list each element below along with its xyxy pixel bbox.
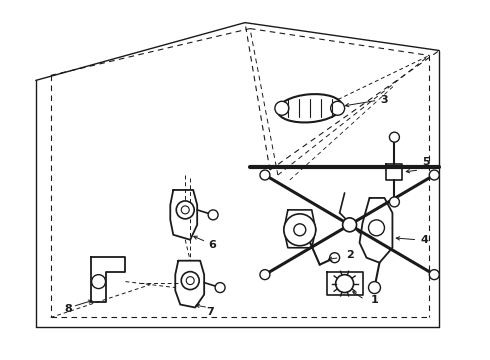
Circle shape xyxy=(260,270,270,280)
Circle shape xyxy=(368,220,385,236)
Circle shape xyxy=(331,101,344,115)
Circle shape xyxy=(215,283,225,293)
Circle shape xyxy=(92,275,105,289)
Circle shape xyxy=(181,272,199,289)
Text: 6: 6 xyxy=(208,240,216,250)
Text: 5: 5 xyxy=(422,157,430,167)
Text: 8: 8 xyxy=(65,305,73,315)
Text: 3: 3 xyxy=(381,95,388,105)
Circle shape xyxy=(390,197,399,207)
Text: 4: 4 xyxy=(420,235,428,245)
Circle shape xyxy=(343,218,357,232)
Circle shape xyxy=(368,282,380,293)
Text: 2: 2 xyxy=(346,250,353,260)
Circle shape xyxy=(429,170,439,180)
Circle shape xyxy=(208,210,218,220)
Text: 1: 1 xyxy=(370,294,378,305)
Circle shape xyxy=(260,170,270,180)
Circle shape xyxy=(390,132,399,142)
Circle shape xyxy=(181,206,189,214)
Circle shape xyxy=(294,224,306,236)
Circle shape xyxy=(186,276,194,285)
Circle shape xyxy=(275,101,289,115)
Circle shape xyxy=(330,253,340,263)
Circle shape xyxy=(336,275,354,293)
Text: 7: 7 xyxy=(206,307,214,318)
Circle shape xyxy=(429,270,439,280)
Ellipse shape xyxy=(277,94,342,122)
Circle shape xyxy=(284,214,316,246)
Circle shape xyxy=(176,201,194,219)
